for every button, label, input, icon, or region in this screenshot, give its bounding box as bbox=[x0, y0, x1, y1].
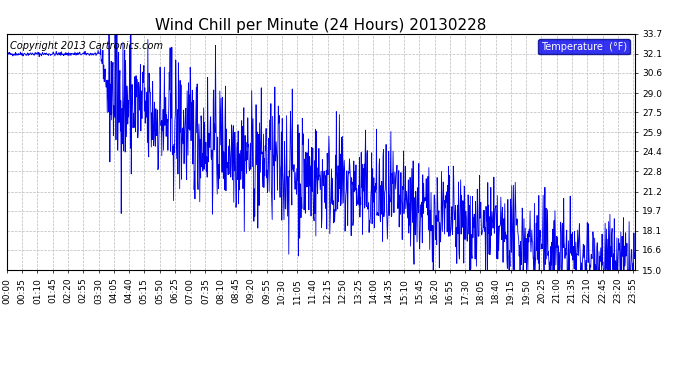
Title: Wind Chill per Minute (24 Hours) 20130228: Wind Chill per Minute (24 Hours) 2013022… bbox=[155, 18, 486, 33]
Legend: Temperature  (°F): Temperature (°F) bbox=[538, 39, 630, 54]
Text: Copyright 2013 Cartronics.com: Copyright 2013 Cartronics.com bbox=[10, 41, 163, 51]
